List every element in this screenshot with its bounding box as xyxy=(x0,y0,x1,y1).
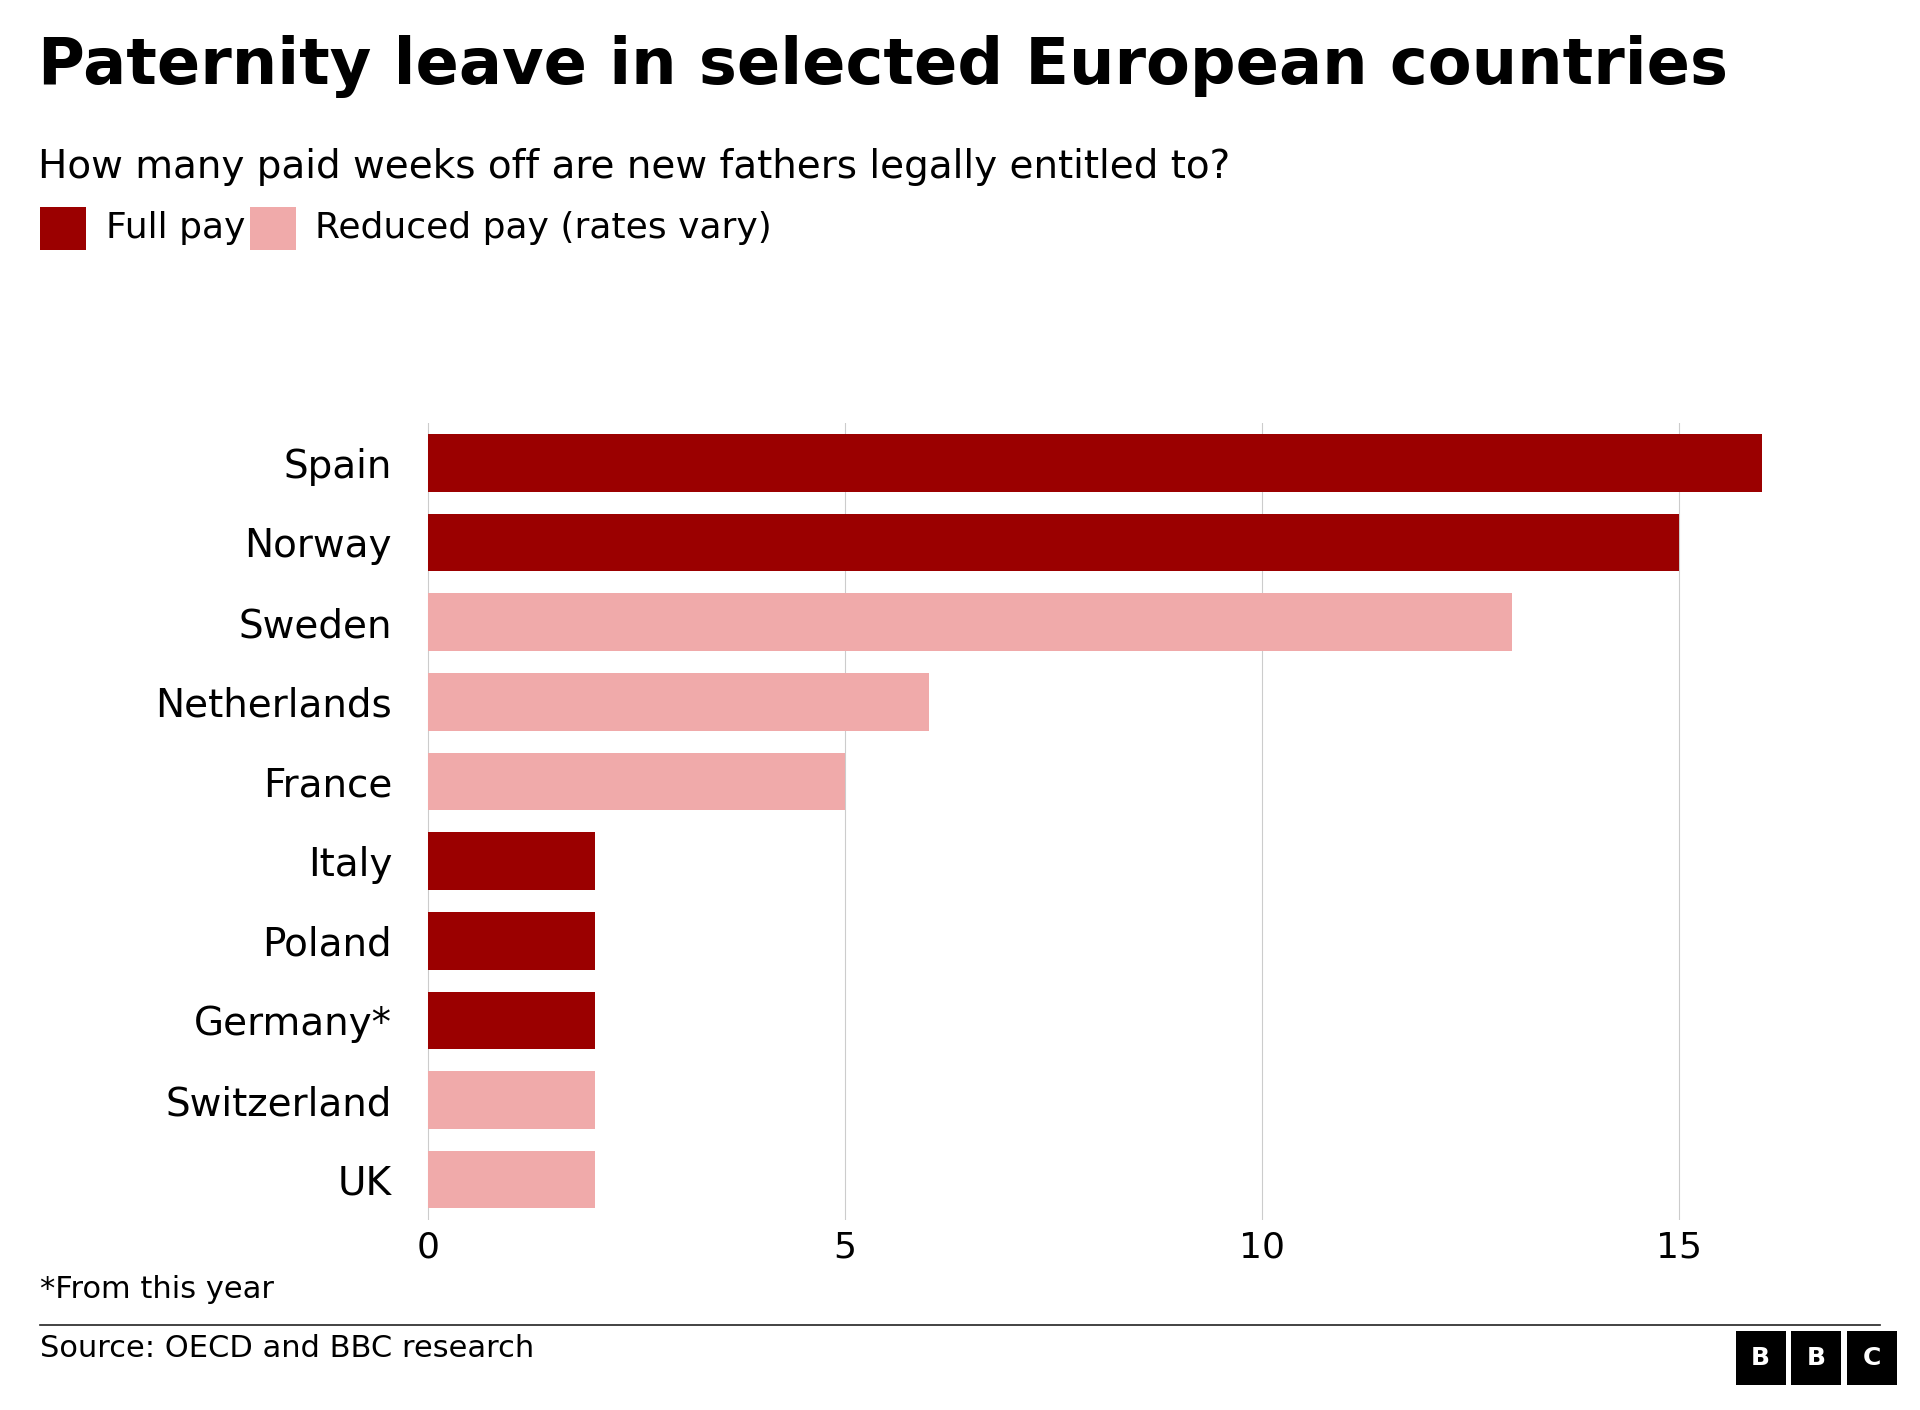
Text: C: C xyxy=(1862,1345,1882,1371)
Bar xyxy=(428,673,929,730)
Bar xyxy=(428,832,595,890)
Text: *From this year: *From this year xyxy=(40,1275,275,1304)
Bar xyxy=(428,912,595,970)
Text: B: B xyxy=(1807,1345,1826,1371)
Text: Paternity leave in selected European countries: Paternity leave in selected European cou… xyxy=(38,35,1728,99)
Bar xyxy=(428,594,1513,651)
Bar xyxy=(428,1072,595,1129)
Bar xyxy=(428,434,1763,492)
Bar xyxy=(428,513,1678,571)
Text: How many paid weeks off are new fathers legally entitled to?: How many paid weeks off are new fathers … xyxy=(38,148,1231,186)
Bar xyxy=(428,753,845,811)
Text: Source: OECD and BBC research: Source: OECD and BBC research xyxy=(40,1334,534,1363)
Text: Full pay: Full pay xyxy=(106,212,246,245)
Text: Reduced pay (rates vary): Reduced pay (rates vary) xyxy=(315,212,772,245)
Bar xyxy=(428,991,595,1049)
Text: B: B xyxy=(1751,1345,1770,1371)
Bar xyxy=(428,1151,595,1208)
